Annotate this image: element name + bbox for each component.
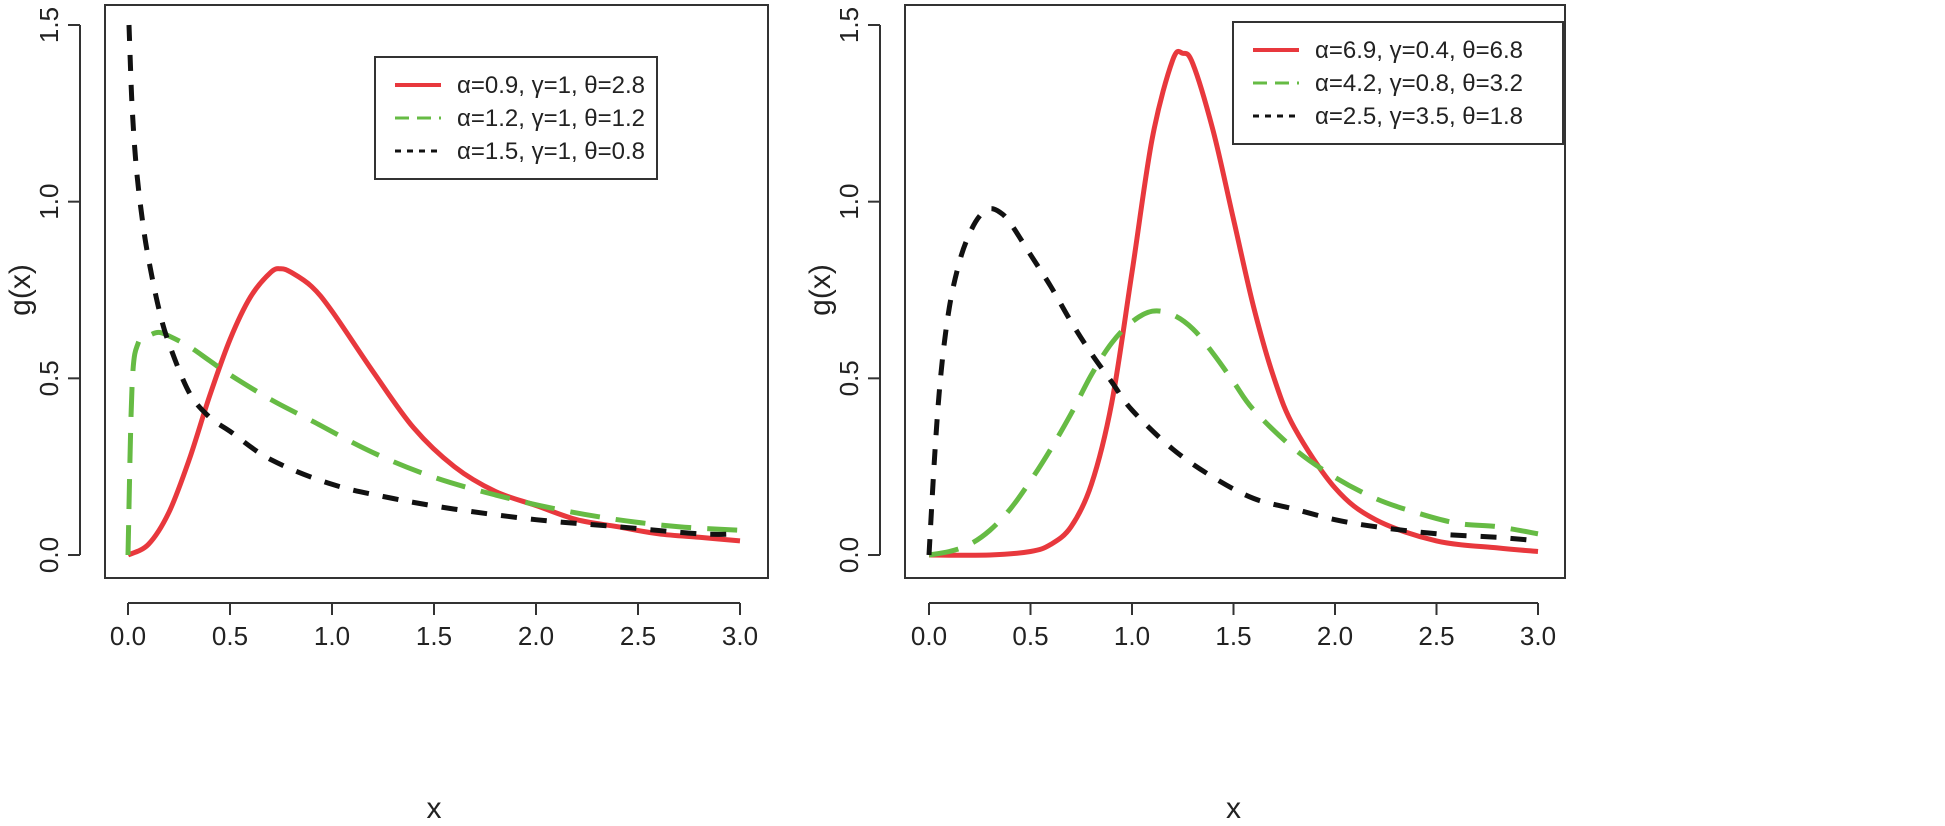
series-line-2	[125, 329, 741, 556]
x-tick-label: 2.0	[518, 621, 554, 651]
x-tick-label: 3.0	[722, 621, 758, 651]
series-line-3	[926, 206, 1539, 556]
x-tick-label: 1.0	[1114, 621, 1150, 651]
series-line-1	[928, 48, 1539, 558]
legend-label-3: α=2.5, γ=3.5, θ=1.8	[1315, 103, 1523, 130]
y-tick-label: 1.0	[834, 184, 864, 220]
legend: α=0.9, γ=1, θ=2.8 α=1.2, γ=1, θ=1.2 α=1.5,…	[374, 56, 658, 180]
series-line-2	[928, 308, 1539, 558]
y-tick-label: 1.5	[34, 7, 64, 43]
y-tick-label: 1.5	[834, 7, 864, 43]
x-tick-label: 1.5	[1215, 621, 1251, 651]
x-axis-title: x	[1226, 792, 1241, 825]
legend-label-2: α=4.2, γ=0.8, θ=3.2	[1315, 70, 1523, 97]
x-tick-label: 2.5	[620, 621, 656, 651]
x-tick-label: 0.5	[1012, 621, 1048, 651]
y-axis-title: g(x)	[4, 264, 37, 316]
x-tick-label: 0.0	[110, 621, 146, 651]
x-tick-label: 3.0	[1520, 621, 1556, 651]
chart-panel-2: 0.0 0.5 1.0 1.5 2.0 2.5 3.0 x 0.0 0.5 1.0 1.5 g(x) α=…	[804, 4, 1566, 825]
x-tick-label: 1.5	[416, 621, 452, 651]
y-tick-label: 0.5	[34, 360, 64, 396]
x-axis-title: x	[427, 792, 442, 825]
legend-label-1: α=0.9, γ=1, θ=2.8	[457, 72, 645, 99]
plot-frame	[104, 4, 769, 579]
chart-panel-1: 0.0 0.5 1.0 1.5 2.0 2.5 3.0 x 0.0 0.5 1.0 1.5 g(x) α=…	[4, 4, 769, 825]
legend-label-3: α=1.5, γ=1, θ=0.8	[457, 138, 645, 165]
legend-label-2: α=1.2, γ=1, θ=1.2	[457, 105, 645, 132]
x-tick-label: 0.5	[212, 621, 248, 651]
x-tick-label: 0.0	[911, 621, 947, 651]
y-tick-label: 1.0	[34, 184, 64, 220]
x-tick-label: 1.0	[314, 621, 350, 651]
y-tick-label: 0.5	[834, 360, 864, 396]
x-tick-label: 2.0	[1317, 621, 1353, 651]
legend: α=6.9, γ=0.4, θ=6.8 α=4.2, γ=0.8, θ=3.2 α=…	[1232, 21, 1564, 145]
series-line-1	[126, 266, 741, 558]
y-axis-title: g(x)	[804, 264, 837, 316]
legend-label-1: α=6.9, γ=0.4, θ=6.8	[1315, 37, 1523, 64]
x-tick-label: 2.5	[1418, 621, 1454, 651]
plot-frame	[904, 4, 1566, 579]
y-tick-label: 0.0	[34, 537, 64, 573]
y-tick-label: 0.0	[834, 537, 864, 573]
